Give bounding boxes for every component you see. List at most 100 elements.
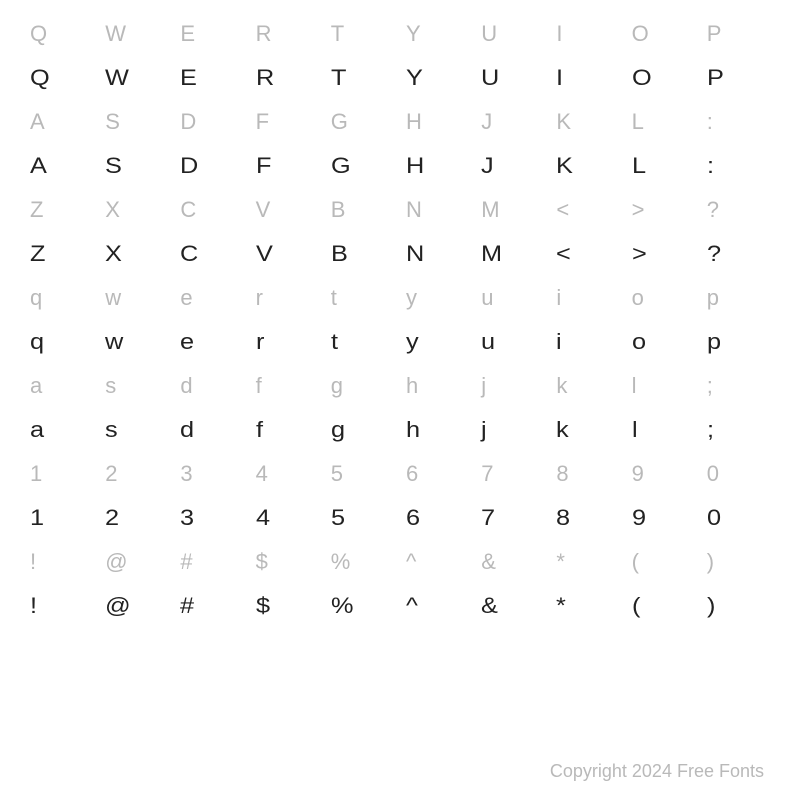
char-sample-cell: w [99,320,174,364]
char-label: K [556,109,571,135]
char-label-cell: g [325,364,400,408]
char-label-cell: s [99,364,174,408]
char-label: : [707,109,713,135]
char-label: R [256,21,272,47]
char-label: k [556,373,567,399]
char-label-cell: d [174,364,249,408]
char-sample-cell: 9 [626,496,701,540]
char-sample: s [105,417,119,443]
char-label-cell: h [400,364,475,408]
char-sample-cell: 4 [250,496,325,540]
char-sample-cell: ^ [400,584,475,628]
char-label: P [707,21,722,47]
char-sample-cell: Y [400,56,475,100]
char-label: ? [707,197,719,223]
char-label-cell: K [550,100,625,144]
char-sample: l [632,417,639,443]
char-label: D [180,109,196,135]
char-label-cell: u [475,276,550,320]
char-label: Z [30,197,43,223]
char-sample: ! [30,593,38,619]
char-label: T [331,21,344,47]
char-label: h [406,373,418,399]
char-sample: B [331,241,349,267]
char-sample-cell: J [475,144,550,188]
char-label-cell: A [24,100,99,144]
char-label: a [30,373,42,399]
char-label-cell: B [325,188,400,232]
char-label-cell: r [250,276,325,320]
char-label: 3 [180,461,192,487]
char-label: e [180,285,192,311]
char-label: u [481,285,493,311]
char-label: f [256,373,262,399]
char-sample-cell: % [325,584,400,628]
char-label-cell: k [550,364,625,408]
char-label-cell: p [701,276,776,320]
char-sample: 4 [256,505,271,531]
char-label: J [481,109,492,135]
char-label-cell: ! [24,540,99,584]
char-label: # [180,549,192,575]
char-label-cell: ) [701,540,776,584]
char-sample: D [180,153,199,179]
char-label: 4 [256,461,268,487]
char-label: > [632,197,645,223]
char-sample-cell: 0 [701,496,776,540]
char-sample: h [406,417,421,443]
char-label-cell: @ [99,540,174,584]
char-sample-cell: k [550,408,625,452]
char-label: ) [707,549,714,575]
char-sample: @ [105,593,132,619]
char-label-cell: f [250,364,325,408]
char-label: w [105,285,121,311]
char-label-cell: q [24,276,99,320]
char-label: g [331,373,343,399]
char-label: E [180,21,195,47]
char-sample: P [707,65,725,91]
char-label-cell: H [400,100,475,144]
char-sample-cell: ; [701,408,776,452]
char-sample-cell: 3 [174,496,249,540]
char-label: N [406,197,422,223]
char-label: I [556,21,562,47]
char-sample: # [180,593,195,619]
char-label: W [105,21,126,47]
char-label-cell: S [99,100,174,144]
char-sample-cell: H [400,144,475,188]
char-sample-cell: S [99,144,174,188]
char-sample: N [406,241,425,267]
char-sample-cell: f [250,408,325,452]
char-label-cell: ( [626,540,701,584]
char-sample-cell: E [174,56,249,100]
char-sample-cell: T [325,56,400,100]
char-label-cell: & [475,540,550,584]
char-sample: ( [632,593,642,619]
char-sample: H [406,153,425,179]
char-sample-cell: y [400,320,475,364]
char-sample: * [556,593,567,619]
char-sample-cell: q [24,320,99,364]
char-sample: a [30,417,45,443]
char-label-cell: 8 [550,452,625,496]
char-sample-cell: i [550,320,625,364]
char-label-cell: ? [701,188,776,232]
char-sample-cell: K [550,144,625,188]
char-sample: < [556,241,572,267]
char-label-cell: % [325,540,400,584]
char-sample: > [632,241,648,267]
char-sample: q [30,329,45,355]
char-label-cell: 6 [400,452,475,496]
char-label: q [30,285,42,311]
char-label: 7 [481,461,493,487]
char-sample: & [481,593,499,619]
char-sample-cell: L [626,144,701,188]
char-label: L [632,109,644,135]
char-label: $ [256,549,268,575]
char-label: 1 [30,461,42,487]
char-sample: p [707,329,722,355]
char-sample-cell: $ [250,584,325,628]
char-sample-cell: R [250,56,325,100]
char-sample: F [256,153,273,179]
char-label-cell: P [701,12,776,56]
